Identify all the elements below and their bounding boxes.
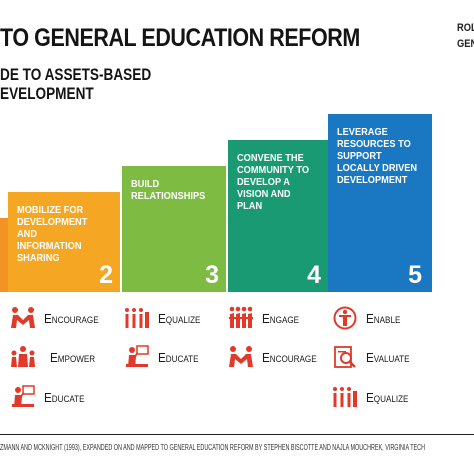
step-1-block bbox=[0, 218, 8, 292]
action-label: Enable bbox=[366, 310, 401, 326]
educate-icon bbox=[126, 345, 149, 367]
side-label-line2: GEN bbox=[457, 38, 474, 50]
encourage-icon bbox=[229, 346, 253, 367]
action-label: Educate bbox=[44, 389, 85, 405]
step-5-block: Leverage resources to support locally dr… bbox=[328, 114, 432, 292]
action-label: Engage bbox=[262, 310, 300, 326]
step-3-block: Build relationships 3 bbox=[122, 166, 226, 292]
empower-icon bbox=[11, 346, 35, 367]
equalize-icon bbox=[125, 308, 149, 328]
action-label: Educate bbox=[158, 349, 199, 365]
equalize-icon bbox=[333, 387, 357, 407]
step-5-label: Leverage resources to support locally dr… bbox=[337, 126, 418, 186]
action-equalize-col4: Equalize bbox=[332, 385, 413, 409]
step-4-block: Convene the community to develop a visio… bbox=[228, 140, 328, 292]
action-evaluate-col4: Evaluate bbox=[332, 345, 414, 369]
side-label-line1: ROL bbox=[457, 22, 474, 34]
step-5-number: 5 bbox=[408, 261, 422, 289]
educate-icon bbox=[12, 385, 35, 407]
engage-icon bbox=[229, 306, 253, 328]
footer-rule bbox=[0, 434, 474, 435]
action-label: Equalize bbox=[158, 310, 201, 326]
action-label: Equalize bbox=[366, 389, 409, 405]
diagram-title: TO GENERAL EDUCATION REFORM bbox=[0, 24, 360, 52]
diagram-subtitle-line2: EVELOPMENT bbox=[0, 84, 94, 103]
action-educate-col2: Educate bbox=[124, 345, 203, 369]
step-3-number: 3 bbox=[205, 261, 219, 289]
action-label: Evaluate bbox=[366, 349, 410, 365]
action-encourage-col3: Encourage bbox=[228, 345, 323, 369]
enable-icon bbox=[333, 306, 357, 330]
step-3-label: Build relationships bbox=[131, 178, 206, 202]
action-label: Encourage bbox=[262, 349, 317, 365]
encourage-icon bbox=[11, 307, 35, 328]
evaluate-icon bbox=[334, 346, 356, 368]
action-label: Empower bbox=[50, 349, 96, 365]
step-4-number: 4 bbox=[307, 261, 321, 289]
step-2-number: 2 bbox=[99, 261, 113, 289]
step-4-label: Convene the community to develop a visio… bbox=[237, 152, 310, 212]
action-engage-col3: Engage bbox=[228, 306, 303, 330]
action-empower-col1: Empower bbox=[10, 345, 100, 369]
action-enable-col4: Enable bbox=[332, 306, 404, 330]
action-educate-col1: Educate bbox=[10, 385, 89, 409]
action-equalize-col2: Equalize bbox=[124, 306, 205, 330]
step-2-label: Mobilize for development and information… bbox=[17, 204, 88, 264]
step-2-block: Mobilize for development and information… bbox=[8, 192, 120, 292]
action-label: Encourage bbox=[44, 310, 99, 326]
diagram-subtitle-line1: DE TO ASSETS-BASED bbox=[0, 65, 152, 84]
footer-credit: ZMANN AND MCKNIGHT (1993), EXPANDED ON A… bbox=[0, 443, 426, 452]
action-encourage-col1: Encourage bbox=[10, 306, 105, 330]
